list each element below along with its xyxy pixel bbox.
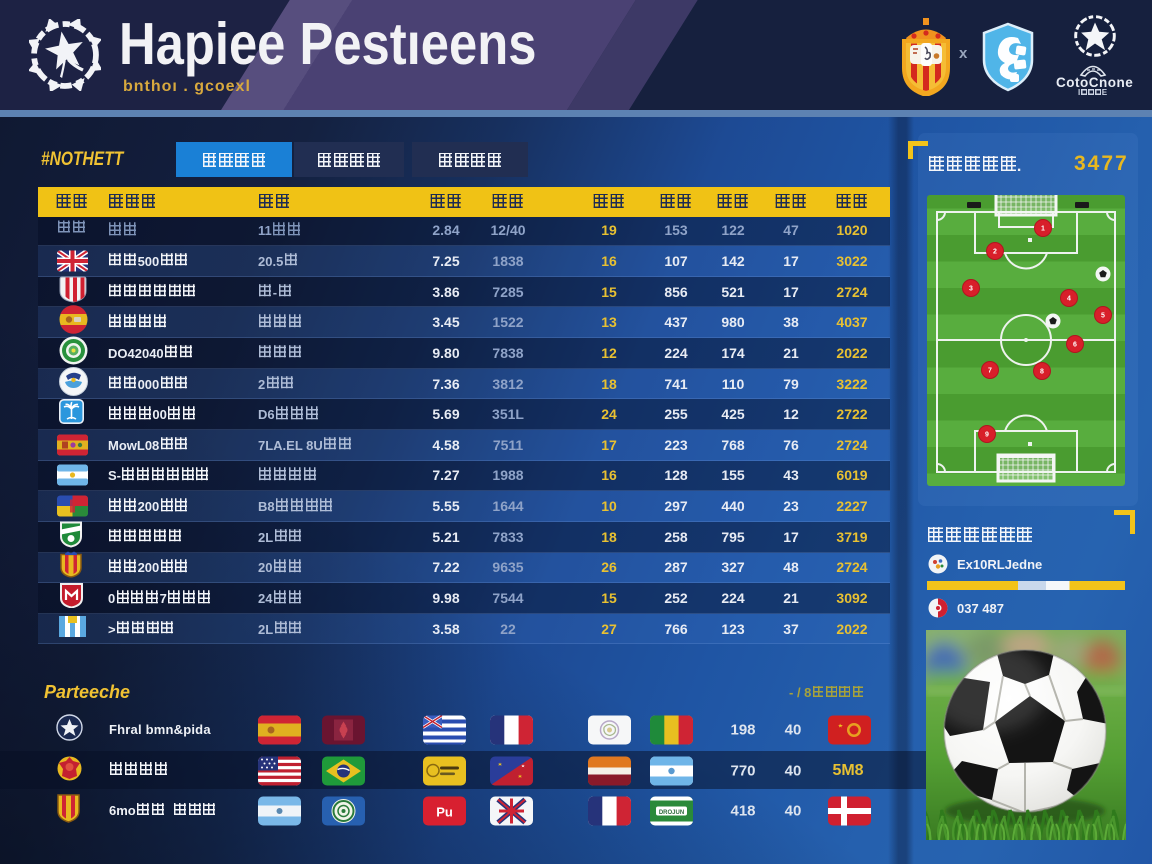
svg-text:4: 4 [1067, 296, 1071, 303]
svg-text:9: 9 [985, 432, 989, 439]
svg-text:2: 2 [993, 249, 997, 256]
svg-text:5: 5 [1101, 313, 1105, 320]
svg-text:Pu: Pu [436, 805, 453, 820]
svg-text:7: 7 [988, 368, 992, 375]
svg-text:6: 6 [1073, 342, 1077, 349]
svg-text:8: 8 [1040, 369, 1044, 376]
svg-text:DROJUN: DROJUN [659, 810, 684, 816]
svg-text:3: 3 [969, 286, 973, 293]
svg-text:1: 1 [1041, 226, 1045, 233]
